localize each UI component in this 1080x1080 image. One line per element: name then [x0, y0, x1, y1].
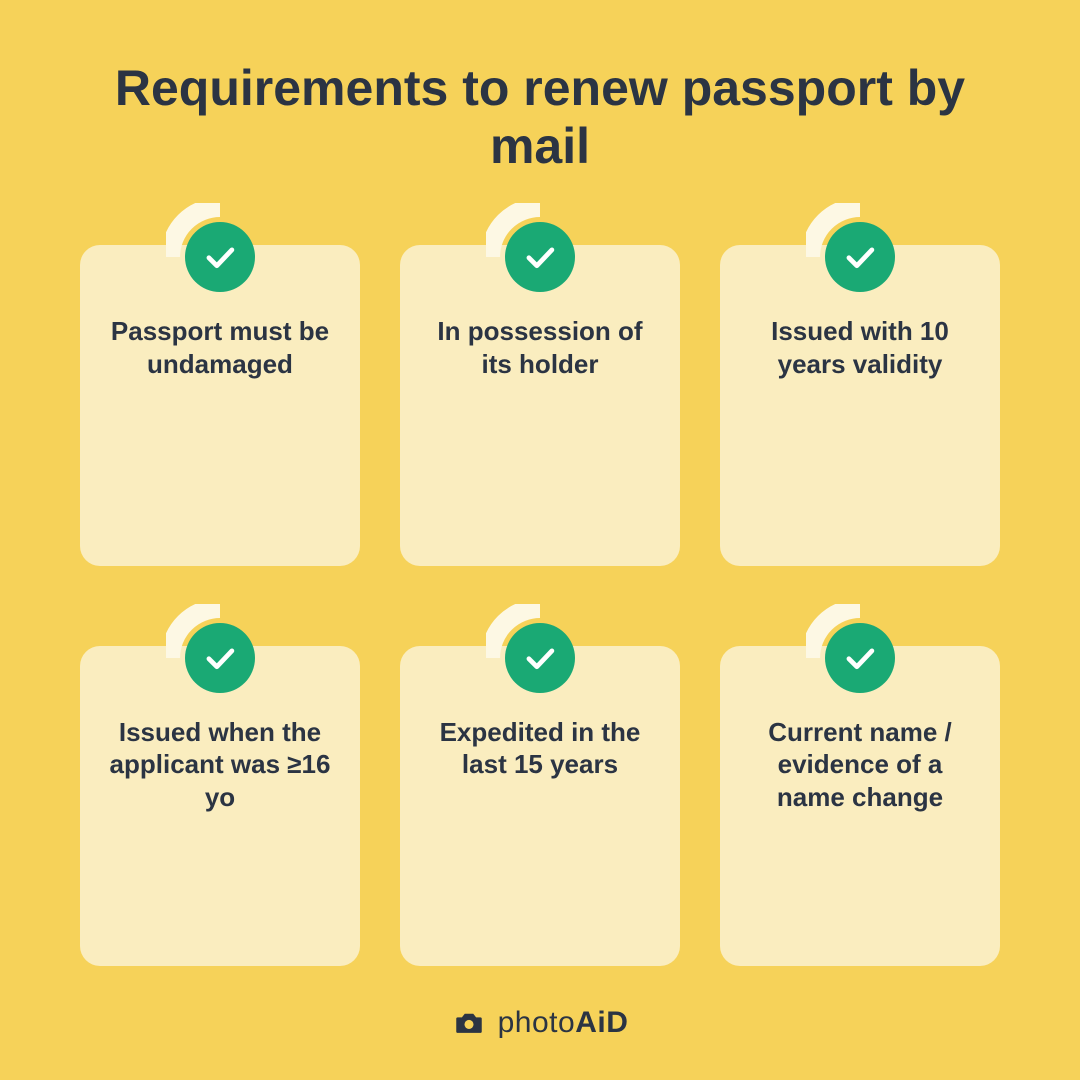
- brand-part1: photo: [498, 1006, 576, 1039]
- check-badge: [486, 604, 594, 712]
- check-badge: [166, 203, 274, 311]
- check-badge: [486, 203, 594, 311]
- requirement-text: Issued when the applicant was ≥16 yo: [108, 716, 332, 814]
- requirement-text: Current name / evidence of a name change: [748, 716, 972, 814]
- requirement-text: Expedited in the last 15 years: [428, 716, 652, 781]
- requirement-card: Passport must be undamaged: [80, 245, 360, 566]
- check-circle: [825, 222, 895, 292]
- requirement-card: Issued when the applicant was ≥16 yo: [80, 646, 360, 967]
- requirement-card: In possession of its holder: [400, 245, 680, 566]
- checkmark-icon: [201, 639, 239, 677]
- infographic-page: Requirements to renew passport by mail P…: [0, 0, 1080, 1080]
- checkmark-icon: [521, 238, 559, 276]
- checkmark-icon: [521, 639, 559, 677]
- checkmark-icon: [841, 238, 879, 276]
- requirement-card: Current name / evidence of a name change: [720, 646, 1000, 967]
- checkmark-icon: [201, 238, 239, 276]
- requirement-card: Expedited in the last 15 years: [400, 646, 680, 967]
- check-badge: [806, 604, 914, 712]
- requirement-text: Issued with 10 years validity: [748, 315, 972, 380]
- check-circle: [505, 623, 575, 693]
- check-circle: [185, 222, 255, 292]
- requirements-grid: Passport must be undamaged In possession…: [80, 245, 1000, 966]
- check-badge: [806, 203, 914, 311]
- requirement-text: Passport must be undamaged: [108, 315, 332, 380]
- camera-svg: [452, 1006, 486, 1040]
- check-circle: [505, 222, 575, 292]
- check-circle: [825, 623, 895, 693]
- brand-footer: photoAiD: [80, 996, 1000, 1040]
- check-badge: [166, 604, 274, 712]
- check-circle: [185, 623, 255, 693]
- requirement-card: Issued with 10 years validity: [720, 245, 1000, 566]
- brand-name: photoAiD: [498, 1006, 629, 1040]
- checkmark-icon: [841, 639, 879, 677]
- brand-part2: AiD: [575, 1006, 628, 1039]
- requirement-text: In possession of its holder: [428, 315, 652, 380]
- page-title: Requirements to renew passport by mail: [80, 60, 1000, 175]
- camera-icon: [452, 1006, 486, 1040]
